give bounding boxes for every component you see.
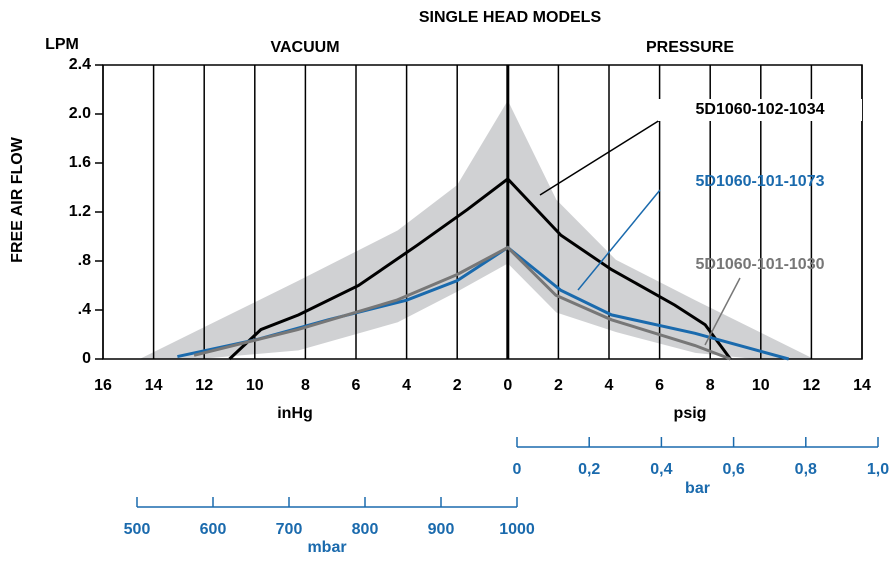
pressure-label: PRESSURE [646, 39, 734, 56]
scale-tick-label: 0,6 [722, 461, 744, 478]
x-tick-label: 6 [655, 377, 664, 394]
scale-tick-label: 1,0 [867, 461, 889, 478]
x-tick-label: 12 [195, 377, 213, 394]
vacuum-label: VACUUM [270, 39, 339, 56]
scale-unit: mbar [307, 539, 346, 556]
chart-title: SINGLE HEAD MODELS [419, 9, 602, 26]
scale-tick-label: 600 [200, 521, 227, 538]
scale-tick-label: 900 [428, 521, 455, 538]
series-label: 5D1060-102-1034 [696, 101, 825, 118]
x-right-unit: psig [674, 405, 707, 422]
range-band [139, 100, 814, 360]
series-line [193, 245, 731, 361]
leader-line [704, 277, 741, 346]
x-tick-label: 10 [752, 377, 770, 394]
y-tick-label: 2.0 [69, 105, 91, 122]
scale-tick-label: 0,2 [578, 461, 600, 478]
x-tick-label: 4 [605, 377, 614, 394]
x-tick-label: 14 [853, 377, 871, 394]
x-tick-label: 8 [301, 377, 310, 394]
x-tick-label: 4 [402, 377, 411, 394]
leader-line [577, 189, 661, 291]
scale-tick-label: 0,8 [795, 461, 817, 478]
series-label: 5D1060-101-1030 [696, 256, 825, 273]
scale-tick-label: 500 [124, 521, 151, 538]
x-tick-label: 12 [803, 377, 821, 394]
scale-unit: bar [685, 480, 710, 497]
scale-tick-label: 800 [352, 521, 379, 538]
x-tick-label: 2 [453, 377, 462, 394]
y-tick-label: .4 [78, 301, 91, 318]
x-left-unit: inHg [277, 405, 313, 422]
y-tick-label: 1.2 [69, 203, 91, 220]
y-tick-label: 2.4 [69, 56, 91, 73]
scale-tick-label: 1000 [499, 521, 535, 538]
series-line [228, 176, 732, 361]
x-tick-label: 14 [145, 377, 163, 394]
y-unit: LPM [45, 36, 79, 53]
x-tick-label: 16 [94, 377, 112, 394]
y-tick-label: 0 [82, 350, 91, 367]
y-tick-label: 1.6 [69, 154, 91, 171]
x-tick-label: 6 [352, 377, 361, 394]
y-tick-label: .8 [78, 252, 91, 269]
x-tick-label: 8 [706, 377, 715, 394]
scale-tick-label: 700 [276, 521, 303, 538]
series-label: 5D1060-101-1073 [696, 173, 825, 190]
label-bg [658, 99, 862, 121]
x-tick-label: 10 [246, 377, 264, 394]
x-tick-label: 2 [554, 377, 563, 394]
leader-line [539, 119, 661, 196]
scale-tick-label: 0,4 [650, 461, 672, 478]
scale-tick-label: 0 [513, 461, 522, 478]
x-tick-label: 0 [503, 377, 512, 394]
y-axis-label: FREE AIR FLOW [9, 136, 26, 263]
